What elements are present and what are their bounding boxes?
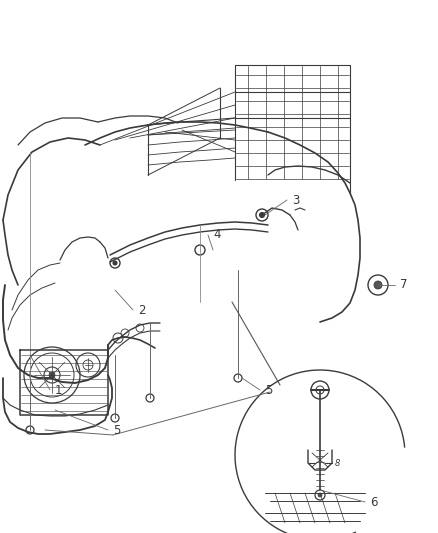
- Text: 8: 8: [335, 458, 340, 467]
- Text: 5: 5: [265, 384, 272, 397]
- Circle shape: [110, 258, 120, 268]
- Circle shape: [259, 213, 265, 217]
- Text: 1: 1: [55, 384, 63, 397]
- Circle shape: [368, 275, 388, 295]
- Circle shape: [113, 261, 117, 265]
- Circle shape: [256, 209, 268, 221]
- Circle shape: [26, 426, 34, 434]
- Circle shape: [311, 381, 329, 399]
- Text: 3: 3: [292, 193, 300, 206]
- Text: 7: 7: [400, 279, 407, 292]
- Circle shape: [374, 281, 382, 289]
- Circle shape: [111, 414, 119, 422]
- Circle shape: [146, 394, 154, 402]
- Circle shape: [234, 374, 242, 382]
- Text: 2: 2: [138, 303, 145, 317]
- Circle shape: [49, 372, 55, 378]
- Circle shape: [195, 245, 205, 255]
- Circle shape: [318, 493, 322, 497]
- Text: 6: 6: [370, 496, 378, 508]
- Circle shape: [315, 490, 325, 500]
- Text: 4: 4: [213, 229, 220, 241]
- Text: 5: 5: [113, 424, 120, 437]
